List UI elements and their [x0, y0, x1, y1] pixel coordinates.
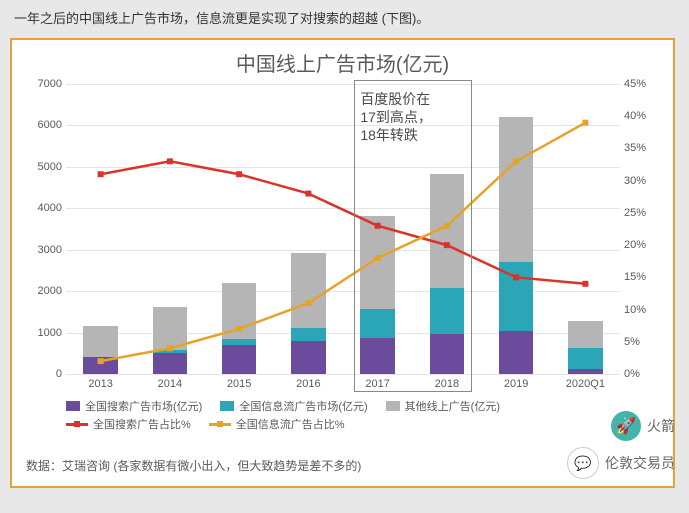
line-search_pct: [101, 161, 586, 283]
y-left-tick: 4000: [38, 202, 66, 214]
y-right-tick: 25%: [620, 207, 646, 219]
rocket-icon: 🚀: [611, 411, 641, 441]
y-left-tick: 1000: [38, 327, 66, 339]
y-left-tick: 7000: [38, 78, 66, 90]
legend-label: 全国搜索广告市场(亿元): [85, 398, 202, 414]
y-right-tick: 15%: [620, 271, 646, 283]
x-tick: 2019: [504, 374, 528, 390]
marker-search_pct: [236, 171, 242, 177]
y-left-tick: 5000: [38, 161, 66, 173]
legend-label: 其他线上广告(亿元): [405, 398, 500, 414]
chart-legend: 全国搜索广告市场(亿元) 全国信息流广告市场(亿元) 其他线上广告(亿元) 全国搜索广…: [66, 396, 619, 432]
callout-text: 百度股价在17到高点，18年转跌: [360, 90, 432, 145]
y-left-tick: 6000: [38, 119, 66, 131]
chart-frame: 中国线上广告市场(亿元) 010002000300040005000600070…: [10, 38, 675, 488]
marker-feed_pct: [513, 158, 519, 164]
marker-feed_pct: [582, 120, 588, 126]
page-root: 一年之后的中国线上广告市场，信息流更是实现了对搜索的超越 (下图)。 中国线上广…: [0, 0, 689, 513]
floating-tag-1[interactable]: 🚀 火箭: [611, 411, 675, 441]
marker-feed_pct: [98, 358, 104, 364]
legend-label: 全国信息流广告占比%: [236, 416, 345, 432]
y-right-tick: 20%: [620, 239, 646, 251]
y-right-tick: 40%: [620, 110, 646, 122]
marker-search_pct: [513, 274, 519, 280]
x-tick: 2016: [296, 374, 320, 390]
y-right-tick: 0%: [620, 368, 640, 380]
y-right-tick: 45%: [620, 78, 646, 90]
y-right-tick: 5%: [620, 336, 640, 348]
y-left-tick: 0: [56, 368, 66, 380]
legend-swatch: [386, 401, 400, 411]
y-right-tick: 35%: [620, 142, 646, 154]
floating-tag-2-label: 伦敦交易员: [605, 453, 675, 473]
legend-item-feed: 全国信息流广告市场(亿元): [220, 398, 367, 414]
legend-line-swatch: [209, 423, 231, 426]
line-feed_pct: [101, 123, 586, 361]
legend-swatch: [220, 401, 234, 411]
marker-feed_pct: [167, 345, 173, 351]
marker-search_pct: [167, 158, 173, 164]
legend-label: 全国信息流广告市场(亿元): [239, 398, 367, 414]
legend-label: 全国搜索广告占比%: [93, 416, 191, 432]
y-left-tick: 2000: [38, 285, 66, 297]
caption-text: 一年之后的中国线上广告市场，信息流更是实现了对搜索的超越 (下图)。: [14, 8, 675, 27]
y-left-tick: 3000: [38, 244, 66, 256]
floating-tag-1-label: 火箭: [647, 416, 675, 436]
y-right-tick: 30%: [620, 175, 646, 187]
marker-search_pct: [305, 191, 311, 197]
x-tick: 2015: [227, 374, 251, 390]
chart-title: 中国线上广告市场(亿元): [12, 48, 673, 77]
legend-line-swatch: [66, 423, 88, 426]
legend-swatch: [66, 401, 80, 411]
marker-feed_pct: [305, 300, 311, 306]
x-tick: 2014: [158, 374, 182, 390]
marker-feed_pct: [236, 326, 242, 332]
marker-search_pct: [98, 171, 104, 177]
x-tick: 2013: [88, 374, 112, 390]
floating-tag-2[interactable]: 💬 伦敦交易员: [567, 447, 675, 479]
legend-item-feed_pct: 全国信息流广告占比%: [209, 416, 345, 432]
legend-item-search: 全国搜索广告市场(亿元): [66, 398, 202, 414]
chat-icon: 💬: [567, 447, 599, 479]
chart-plot-area: 010002000300040005000600070000%5%10%15%2…: [66, 84, 620, 374]
legend-item-other: 其他线上广告(亿元): [386, 398, 500, 414]
x-tick: 2020Q1: [566, 374, 605, 390]
y-right-tick: 10%: [620, 304, 646, 316]
legend-item-search_pct: 全国搜索广告占比%: [66, 416, 191, 432]
marker-search_pct: [582, 281, 588, 287]
chart-source: 数据：艾瑞咨询 (各家数据有微小出入，但大致趋势是差不多的): [26, 457, 361, 474]
